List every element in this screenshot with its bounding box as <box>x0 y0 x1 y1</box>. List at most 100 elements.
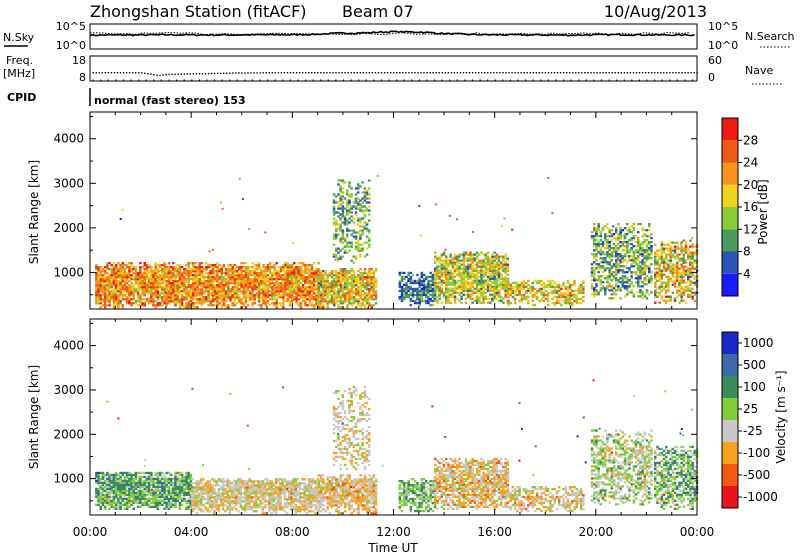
range-cell <box>161 270 164 273</box>
range-cell <box>453 261 457 264</box>
freq-point <box>144 72 146 74</box>
range-cell <box>251 294 254 297</box>
range-cell <box>637 267 640 270</box>
range-cell <box>626 261 629 264</box>
range-cell <box>161 286 164 289</box>
range-cell <box>662 285 666 288</box>
range-cell <box>471 283 474 286</box>
range-cell <box>370 276 373 279</box>
range-cell <box>621 257 625 260</box>
range-cell <box>593 287 596 290</box>
range-cell <box>641 243 644 246</box>
range-cell <box>350 241 353 244</box>
range-cell <box>121 268 124 271</box>
freq-point <box>280 72 283 74</box>
range-cell <box>191 304 195 307</box>
range-cell <box>453 283 457 286</box>
range-cell <box>593 267 596 270</box>
range-cell <box>453 301 457 304</box>
range-cell <box>480 259 483 262</box>
range-cell <box>322 304 325 307</box>
range-cell <box>553 303 556 307</box>
range-cell <box>350 259 353 262</box>
range-cell <box>689 251 692 254</box>
range-cell <box>339 257 342 260</box>
range-cell <box>693 259 697 262</box>
range-cell <box>174 274 177 277</box>
range-cell <box>163 278 166 281</box>
range-cell <box>648 277 651 280</box>
range-cell <box>268 264 272 267</box>
range-cell <box>114 290 118 293</box>
range-cell <box>207 284 210 287</box>
range-cell <box>154 262 157 265</box>
range-cell <box>322 280 325 283</box>
range-cell <box>480 273 483 276</box>
range-cell <box>656 263 659 266</box>
range-cell <box>400 277 404 281</box>
range-cell <box>365 191 369 194</box>
range-cell <box>301 286 305 289</box>
range-cell <box>641 281 644 284</box>
range-cell <box>673 281 677 284</box>
range-cell <box>123 282 127 285</box>
nsky-series <box>89 30 695 37</box>
range-cell <box>304 304 307 307</box>
range-cell <box>442 271 446 274</box>
range-cell <box>626 229 629 232</box>
range-cell <box>628 267 631 270</box>
range-cell <box>680 273 683 276</box>
range-cell <box>513 299 517 303</box>
range-cell <box>324 270 327 273</box>
freq-point <box>453 72 456 74</box>
range-cell <box>106 298 109 301</box>
range-cell <box>220 304 223 307</box>
range-cell <box>673 263 677 266</box>
range-cell <box>662 267 666 270</box>
range-cell <box>244 298 248 301</box>
range-cell <box>132 266 135 269</box>
range-cell <box>634 277 638 280</box>
range-cell <box>687 269 690 272</box>
range-cell <box>213 266 217 269</box>
range-cell <box>365 193 369 196</box>
range-cell <box>363 276 367 279</box>
range-cell <box>262 284 265 287</box>
range-cell <box>216 270 219 273</box>
range-cell <box>361 217 364 220</box>
range-cell <box>156 264 160 267</box>
range-cell <box>317 276 321 279</box>
range-cell <box>266 274 270 277</box>
range-cell <box>507 295 510 299</box>
range-cell <box>222 302 226 305</box>
range-cell <box>209 302 212 305</box>
range-cell <box>231 302 234 305</box>
range-cell <box>97 290 100 293</box>
range-cell <box>623 265 627 268</box>
range-cell <box>359 298 362 301</box>
range-cell <box>185 286 188 289</box>
range-cell <box>339 274 343 277</box>
range-cell <box>434 291 437 294</box>
range-cell <box>176 300 179 303</box>
range-cell <box>147 282 151 285</box>
range-cell <box>251 298 254 301</box>
range-cell <box>284 286 287 289</box>
range-cell <box>579 301 583 305</box>
range-cell <box>418 281 421 285</box>
range-cell <box>103 489 107 492</box>
freq-point <box>663 72 665 74</box>
range-cell <box>368 298 371 301</box>
range-cell <box>297 268 300 271</box>
range-cell <box>593 235 596 238</box>
range-cell <box>617 287 620 290</box>
range-cell <box>322 278 325 281</box>
range-cell <box>169 270 173 273</box>
range-cell <box>139 282 142 285</box>
freq-point <box>441 72 443 74</box>
range-cell <box>440 255 444 258</box>
range-cell <box>128 288 131 291</box>
range-cell <box>209 266 212 269</box>
range-cell <box>608 235 611 238</box>
range-cell <box>610 287 614 290</box>
